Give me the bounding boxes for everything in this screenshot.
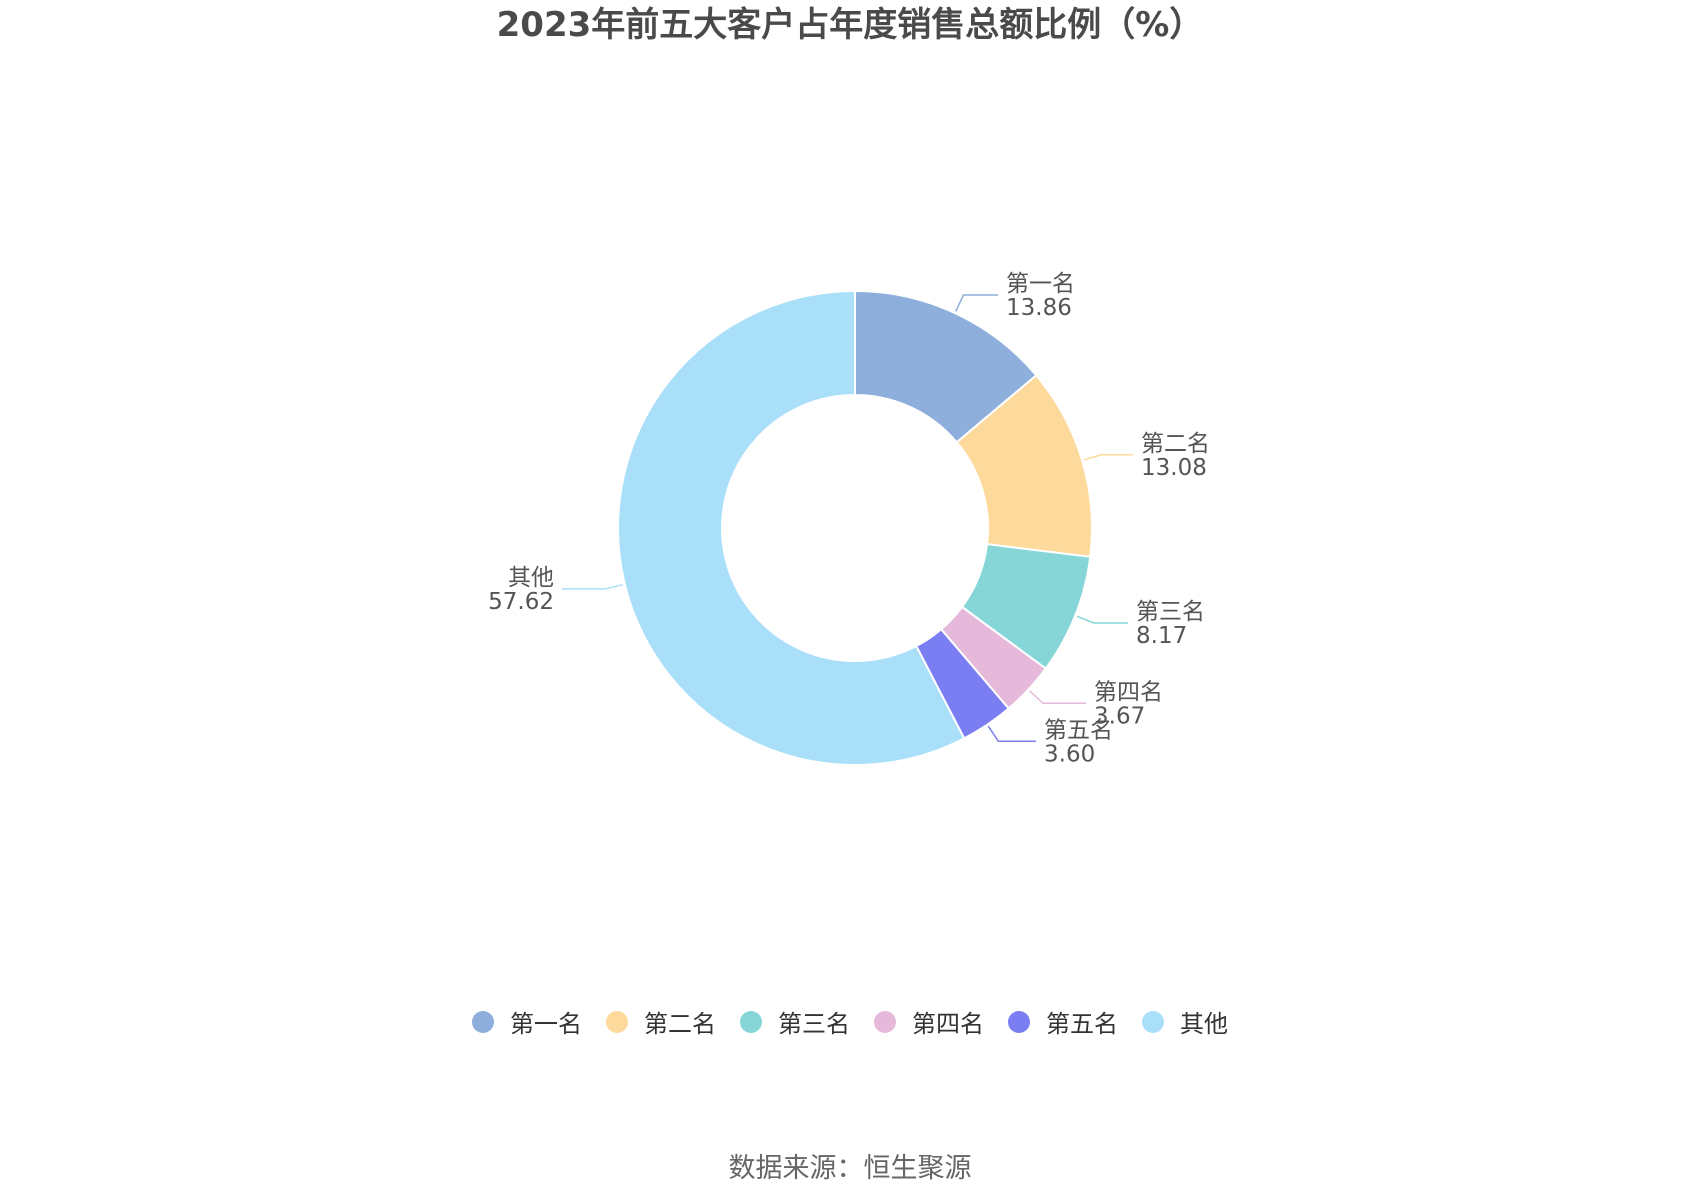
legend-label-6: 其他: [1180, 1010, 1228, 1038]
legend-item-3[interactable]: 第三名: [740, 1004, 850, 1039]
chart-legend: 第一名 第二名 第三名 第四名 第五名 其他: [0, 1004, 1700, 1039]
legend-marker-1: [472, 1010, 494, 1033]
slice-label-name-2: 第二名: [1141, 431, 1210, 457]
donut-slice-6: [617, 289, 966, 766]
slice-label-name-1: 第一名: [1006, 271, 1075, 297]
leader-line-5: [987, 725, 1036, 743]
legend-label-3: 第三名: [778, 1010, 850, 1038]
legend-item-6[interactable]: 其他: [1142, 1004, 1228, 1039]
legend-marker-3: [740, 1010, 762, 1033]
leader-line-2: [1083, 454, 1133, 461]
slice-label-value-4: 3.67: [1094, 703, 1145, 729]
legend-item-5[interactable]: 第五名: [1008, 1004, 1118, 1039]
leader-line-6: [562, 583, 623, 590]
legend-label-2: 第二名: [644, 1010, 716, 1038]
legend-item-2[interactable]: 第二名: [606, 1004, 716, 1039]
legend-item-1[interactable]: 第一名: [472, 1004, 582, 1039]
slice-label-name-4: 第四名: [1094, 679, 1163, 705]
legend-marker-6: [1142, 1010, 1164, 1033]
legend-label-1: 第一名: [510, 1010, 582, 1038]
legend-marker-5: [1008, 1010, 1030, 1033]
legend-marker-4: [874, 1010, 896, 1033]
legend-label-4: 第四名: [912, 1010, 984, 1038]
data-source: 数据来源：恒生聚源: [728, 1153, 972, 1184]
legend-marker-2: [606, 1010, 628, 1033]
slice-label-name-5: 第五名: [1044, 717, 1113, 743]
slice-label-value-1: 13.86: [1006, 295, 1072, 321]
leader-line-1: [955, 294, 998, 312]
slice-label-value-2: 13.08: [1141, 455, 1207, 481]
slice-label-value-6: 57.62: [488, 589, 554, 615]
legend-item-4[interactable]: 第四名: [874, 1004, 984, 1039]
chart-title: 2023年前五大客户占年度销售总额比例（%）: [496, 5, 1204, 45]
leader-line-4: [1029, 690, 1086, 705]
slice-label-value-3: 8.17: [1136, 623, 1187, 649]
slice-label-name-6: 其他: [508, 565, 554, 591]
leader-line-3: [1076, 615, 1128, 624]
slice-label-name-3: 第三名: [1136, 599, 1205, 625]
slice-label-value-5: 3.60: [1044, 741, 1095, 767]
legend-label-5: 第五名: [1046, 1010, 1118, 1038]
